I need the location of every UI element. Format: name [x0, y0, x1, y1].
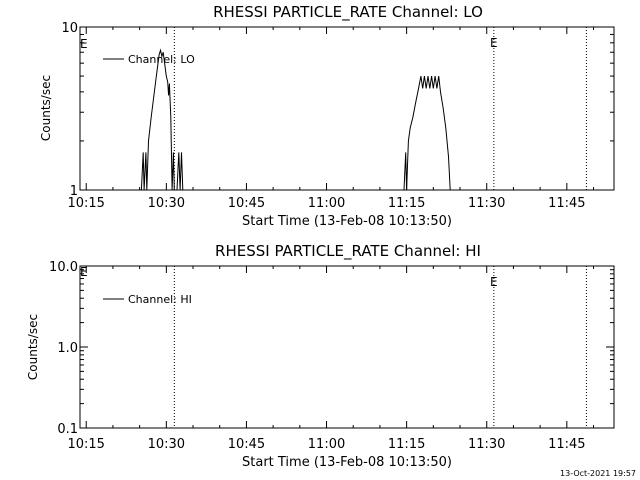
event-label: E: [490, 36, 498, 50]
x-tick-label: 10:30: [148, 196, 185, 211]
chart-title: RHESSI PARTICLE_RATE Channel: HI: [215, 242, 481, 261]
start-marker-label: E: [80, 265, 88, 279]
timestamp: 13-Oct-2021 19:57: [560, 469, 636, 478]
x-tick-label: 11:30: [468, 196, 505, 211]
x-tick-label: 11:00: [308, 437, 345, 452]
series-line: [140, 48, 451, 191]
y-axis-label: Counts/sec: [26, 314, 40, 380]
y-axis-label: Counts/sec: [39, 75, 53, 141]
x-tick-label: 10:45: [228, 437, 265, 452]
y-tick-label: 0.1: [57, 422, 78, 437]
x-tick-label: 10:45: [228, 196, 265, 211]
legend-label: Channel: HI: [128, 293, 192, 306]
x-tick-label: 11:00: [308, 196, 345, 211]
x-axis-label: Start Time (13-Feb-08 10:13:50): [242, 214, 452, 229]
x-tick-label: 10:15: [67, 196, 104, 211]
y-tick-label: 10: [61, 21, 78, 36]
x-tick-label: 10:30: [148, 437, 185, 452]
x-tick-label: 11:30: [468, 437, 505, 452]
x-tick-label: 11:15: [388, 196, 425, 211]
legend-label: Channel: LO: [128, 53, 195, 66]
chart-panel-lo: RHESSI PARTICLE_RATE Channel: LO Counts/…: [39, 3, 615, 229]
chart-title: RHESSI PARTICLE_RATE Channel: LO: [213, 3, 483, 22]
y-tick-label: 10.0: [49, 260, 78, 275]
x-tick-label: 11:45: [548, 196, 585, 211]
x-axis-label: Start Time (13-Feb-08 10:13:50): [242, 455, 452, 470]
event-label: E: [490, 275, 498, 289]
plot-frame: [79, 265, 615, 429]
x-tick-label: 10:15: [67, 437, 104, 452]
x-tick-label: 11:15: [388, 437, 425, 452]
y-tick-label: 1: [70, 184, 78, 199]
x-tick-label: 11:45: [548, 437, 585, 452]
chart-panel-hi: RHESSI PARTICLE_RATE Channel: HI Counts/…: [26, 242, 615, 470]
start-marker-label: E: [80, 37, 88, 51]
y-tick-label: 1.0: [57, 341, 78, 356]
